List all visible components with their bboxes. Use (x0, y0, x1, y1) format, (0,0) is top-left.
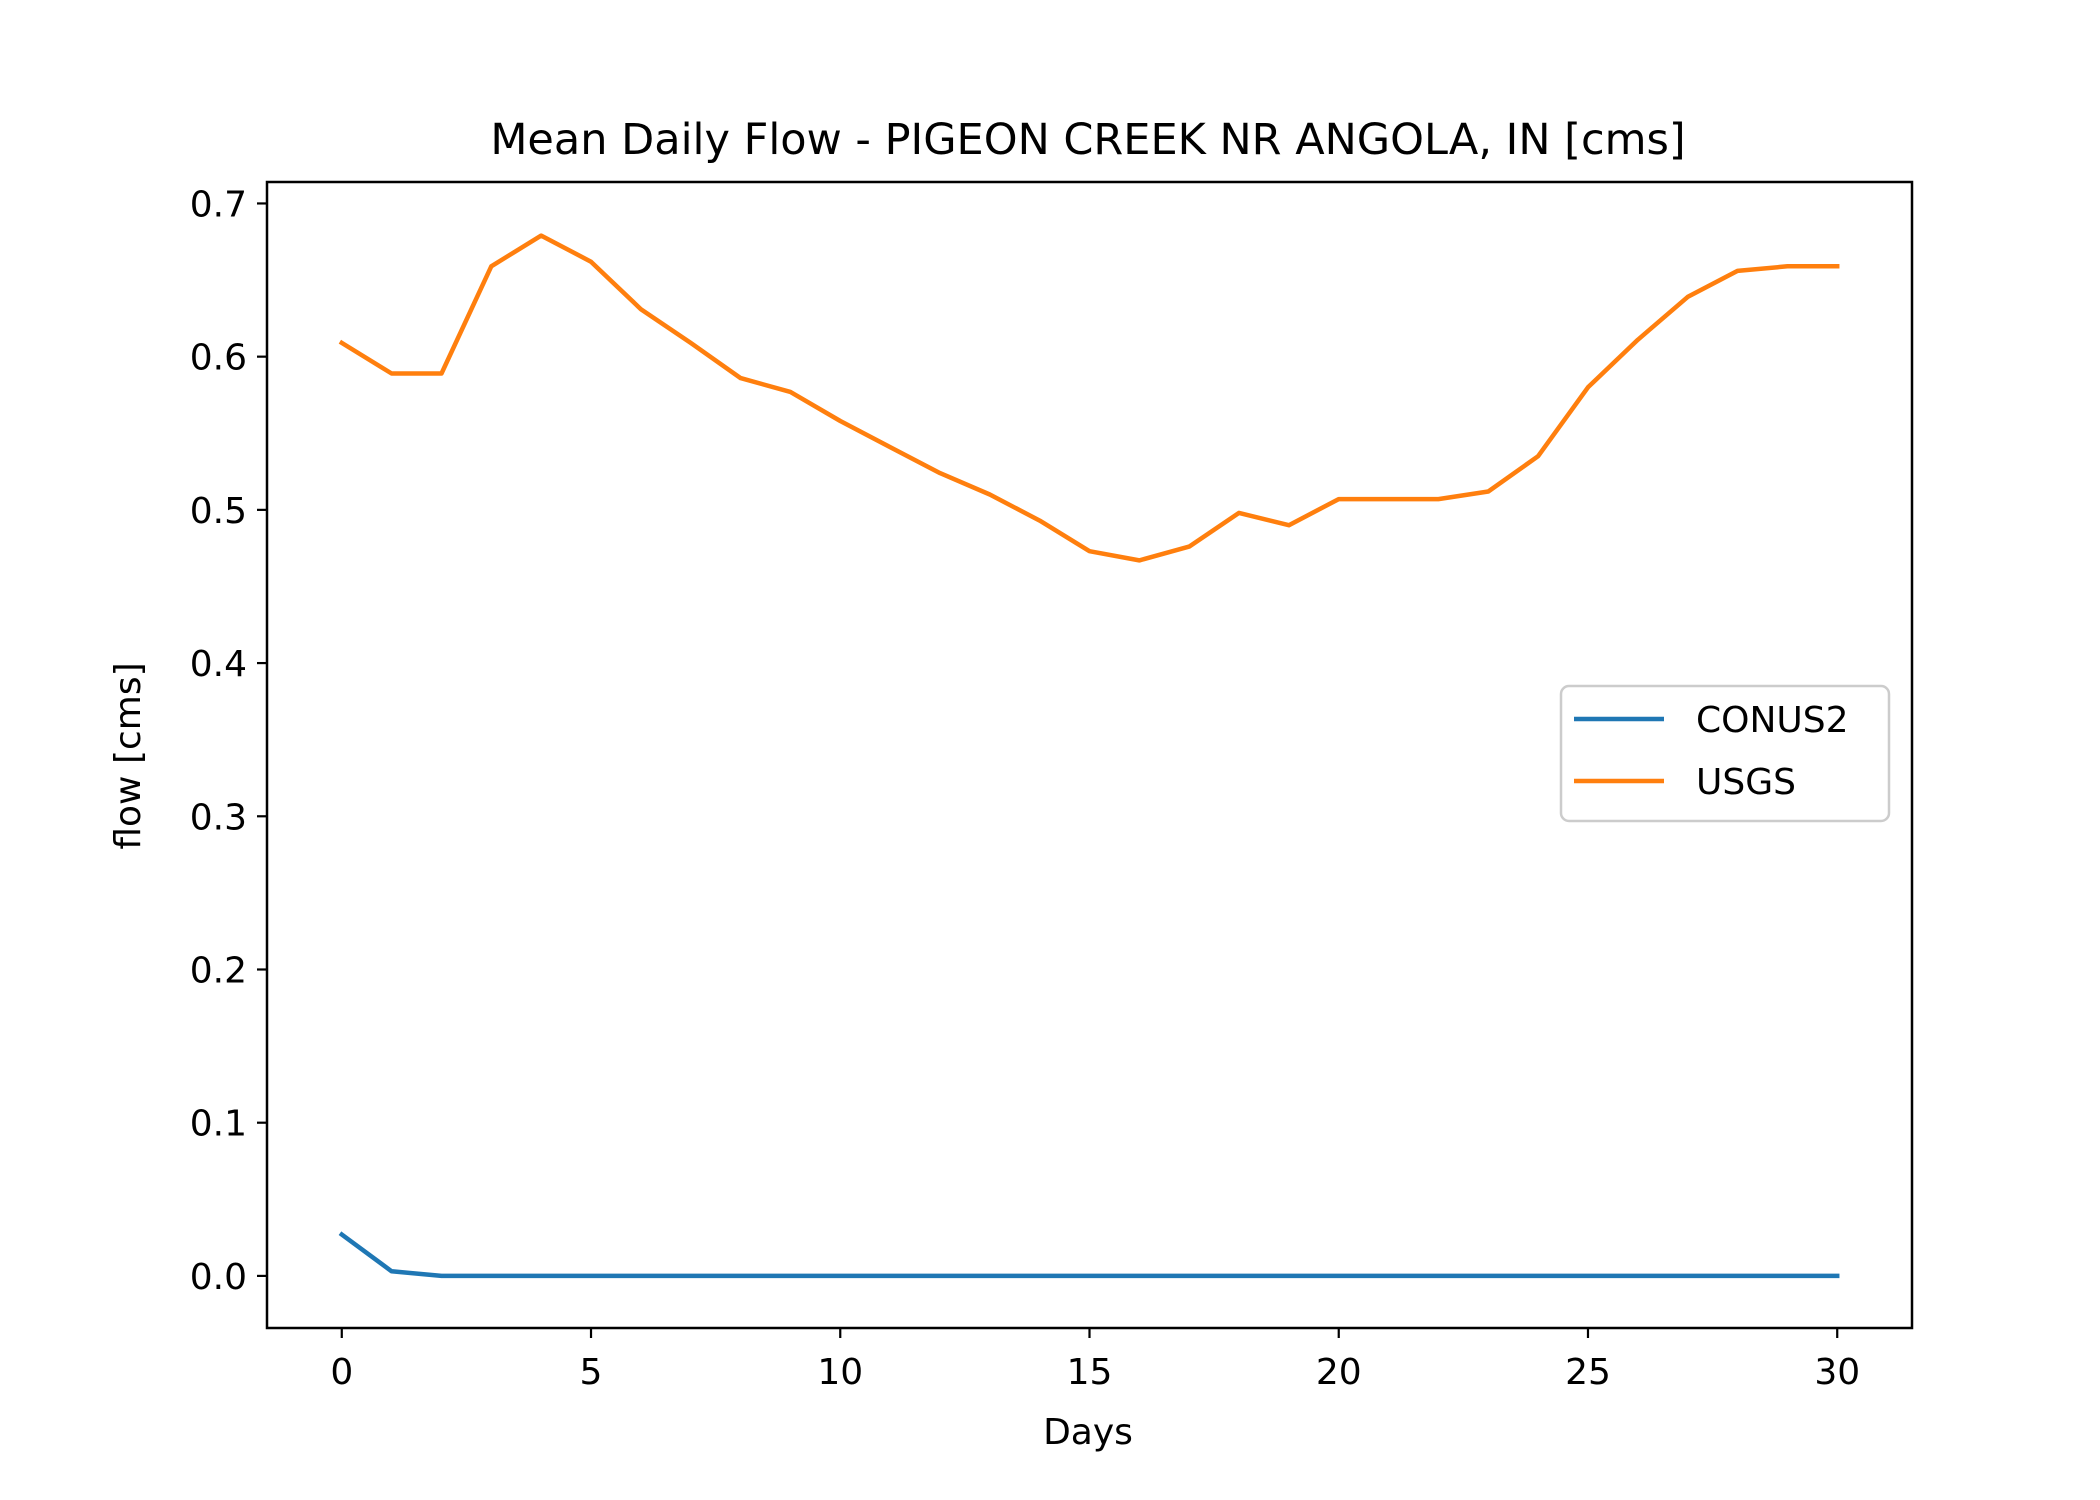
series-line-conus2 (338, 1231, 1840, 1279)
y-tick-label: 0.3 (190, 797, 247, 838)
chart-title: Mean Daily Flow - PIGEON CREEK NR ANGOLA… (490, 115, 1685, 165)
x-tick-label: 5 (580, 1352, 603, 1393)
plot-series-group (338, 233, 1840, 1279)
x-tick-label: 15 (1067, 1352, 1113, 1393)
series-line-usgs (338, 233, 1840, 563)
legend-label-conus2: CONUS2 (1696, 700, 1849, 741)
x-axis-label: Days (1043, 1412, 1133, 1453)
y-axis-label: flow [cms] (108, 662, 149, 849)
x-tick-label: 30 (1814, 1352, 1860, 1393)
x-tick-label: 20 (1316, 1352, 1362, 1393)
y-tick-label: 0.7 (190, 184, 247, 225)
y-tick-label: 0.5 (190, 491, 247, 532)
x-tick-label: 0 (330, 1352, 353, 1393)
x-tick-label: 10 (817, 1352, 863, 1393)
y-tick-label: 0.2 (190, 950, 247, 991)
plot-frame (265, 180, 1914, 1330)
x-tick-label: 25 (1565, 1352, 1611, 1393)
legend-label-usgs: USGS (1696, 762, 1796, 803)
y-tick-label: 0.1 (190, 1104, 247, 1145)
y-tick-label: 0.0 (190, 1257, 247, 1298)
legend: CONUS2 USGS (1559, 684, 1891, 823)
x-axis-ticks: 0 5 10 15 20 25 30 (330, 1328, 1860, 1393)
y-axis-ticks: 0.0 0.1 0.2 0.3 0.4 0.5 0.6 0.7 (190, 184, 267, 1298)
y-tick-label: 0.6 (190, 338, 247, 379)
y-tick-label: 0.4 (190, 644, 247, 685)
